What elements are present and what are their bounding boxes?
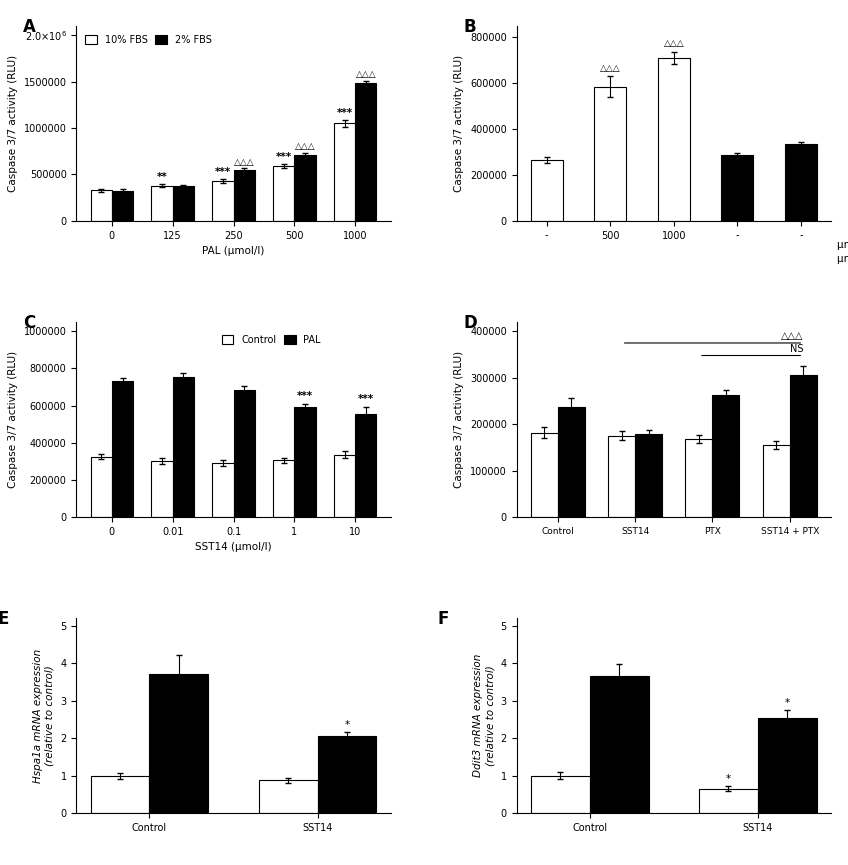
Bar [294, 155, 315, 221]
Bar [233, 170, 255, 221]
Legend: Control, PAL: Control, PAL [218, 331, 325, 349]
Bar [212, 181, 233, 221]
Bar [152, 461, 173, 517]
Bar [712, 395, 739, 517]
Bar [173, 377, 194, 517]
Text: *: * [784, 698, 789, 708]
Text: C: C [23, 314, 35, 332]
Bar [152, 185, 173, 221]
Bar [685, 439, 712, 517]
Bar [149, 674, 209, 813]
Text: ***: *** [215, 167, 231, 177]
Bar [531, 776, 589, 813]
Bar [699, 789, 758, 813]
Bar [722, 156, 753, 221]
Bar [608, 436, 635, 517]
Bar [531, 432, 558, 517]
Text: △△△: △△△ [295, 142, 315, 151]
Y-axis label: Caspase 3/7 activity (RLU): Caspase 3/7 activity (RLU) [8, 54, 18, 192]
Bar [589, 676, 649, 813]
Text: ***: *** [358, 394, 374, 404]
Bar [789, 375, 817, 517]
Text: *: * [344, 720, 349, 730]
X-axis label: SST14 (μmol/l): SST14 (μmol/l) [195, 542, 272, 552]
Bar [112, 190, 133, 221]
Y-axis label: Caspase 3/7 activity (RLU): Caspase 3/7 activity (RLU) [455, 54, 465, 192]
Bar [294, 407, 315, 517]
Text: △△△: △△△ [781, 331, 803, 341]
Text: ***: *** [337, 108, 353, 119]
Bar [233, 390, 255, 517]
Text: ***: *** [276, 152, 292, 162]
Bar [212, 463, 233, 517]
Text: △△△: △△△ [663, 39, 684, 48]
Text: **: ** [157, 172, 167, 183]
Bar [658, 58, 689, 221]
Y-axis label: Caspase 3/7 activity (RLU): Caspase 3/7 activity (RLU) [455, 351, 465, 488]
Bar [273, 166, 294, 221]
Bar [259, 780, 318, 813]
Bar [594, 86, 626, 221]
Text: △△△: △△△ [234, 157, 254, 166]
Bar [785, 144, 817, 221]
Bar [355, 414, 377, 517]
Text: F: F [438, 611, 449, 629]
Bar [318, 736, 377, 813]
Text: E: E [0, 611, 9, 629]
Bar [112, 381, 133, 517]
Bar [273, 460, 294, 517]
Bar [91, 776, 149, 813]
Text: D: D [463, 314, 477, 332]
Y-axis label: Ddit3 mRNA expression
(relative to control): Ddit3 mRNA expression (relative to contr… [473, 654, 495, 778]
Bar [91, 457, 112, 517]
Text: μmol/l PAL: μmol/l PAL [837, 240, 848, 250]
Text: △△△: △△△ [355, 70, 377, 80]
Bar [173, 187, 194, 221]
Bar [531, 160, 562, 221]
Text: A: A [23, 18, 36, 36]
Text: △△△: △△△ [600, 64, 621, 73]
Bar [91, 190, 112, 221]
Bar [558, 407, 585, 517]
Text: NS: NS [789, 343, 803, 354]
Bar [758, 718, 817, 813]
Bar [355, 84, 377, 221]
Text: μmol/l OL: μmol/l OL [837, 254, 848, 264]
Bar [334, 455, 355, 517]
Bar [762, 445, 789, 517]
X-axis label: PAL (μmol/l): PAL (μmol/l) [203, 246, 265, 256]
Bar [635, 434, 662, 517]
Y-axis label: Caspase 3/7 activity (RLU): Caspase 3/7 activity (RLU) [8, 351, 18, 488]
Text: B: B [463, 18, 476, 36]
Legend: 10% FBS, 2% FBS: 10% FBS, 2% FBS [81, 31, 215, 48]
Text: ***: *** [297, 391, 313, 401]
Y-axis label: Hspa1a mRNA expression
(relative to control): Hspa1a mRNA expression (relative to cont… [33, 649, 55, 783]
Bar [334, 124, 355, 221]
Text: *: * [726, 774, 731, 785]
